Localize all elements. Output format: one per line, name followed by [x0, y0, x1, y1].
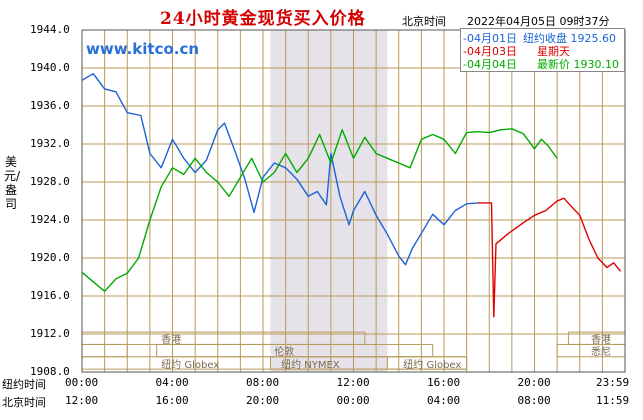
legend-date: -04月03日: [463, 45, 517, 58]
chart-title: 24小时黄金现货买入价格: [160, 9, 366, 29]
legend: -04月01日 纽约收盘 1925.60 -04月03日 星期天 -04月04日…: [460, 28, 625, 72]
x-tick-bj: 08:00: [517, 394, 551, 407]
nymex-session-shade: [270, 30, 388, 372]
y-tick-label: 1920.0: [30, 251, 70, 264]
legend-value: 纽约收盘 1925.60: [523, 32, 616, 45]
y-tick-label: 1928.0: [30, 175, 70, 188]
kitco-watermark: www.kitco.cn: [86, 40, 200, 58]
x-tick-ny: 12:00: [336, 376, 370, 389]
x-tick-bj: 12:00: [65, 394, 99, 407]
series-line-0: [81, 73, 478, 266]
market-label-ny-globex1: 纽约 Globex: [161, 359, 220, 371]
market-label-hongkong2: 香港: [591, 335, 612, 347]
market-label-sydney: 悉尼: [591, 347, 612, 359]
y-tick-label: 1912.0: [30, 327, 70, 340]
bj-time-row-label: 北京时间: [2, 396, 46, 409]
x-tick-bj: 20:00: [246, 394, 280, 407]
x-tick-bj: 00:00: [336, 394, 370, 407]
beijing-time-label: 北京时间: [402, 15, 446, 28]
legend-date: -04月01日: [463, 32, 517, 45]
x-tick-ny: 04:00: [155, 376, 189, 389]
legend-date: -04月04日: [463, 58, 517, 71]
ny-time-row-label: 纽约时间: [2, 378, 46, 391]
timestamp: 2022年04月05日 09时37分: [467, 15, 610, 28]
x-tick-bj: 16:00: [155, 394, 189, 407]
y-tick-label: 1924.0: [30, 213, 70, 226]
market-session-box: [386, 356, 468, 370]
y-tick-label: 1932.0: [30, 137, 70, 150]
market-label-london: 伦敦: [274, 347, 295, 359]
y-tick-label: 1936.0: [30, 99, 70, 112]
x-tick-ny: 23:59: [596, 376, 630, 389]
legend-value: 最新价 1930.10: [537, 58, 619, 71]
market-label-ny-nymex: 纽约 NYMEX: [281, 359, 340, 371]
market-label-ny-globex2: 纽约 Globex: [403, 359, 462, 371]
x-tick-bj: 04:00: [427, 394, 461, 407]
legend-value: 星期天: [537, 45, 570, 58]
y-tick-label: 1908.0: [30, 365, 70, 378]
y-tick-label: 1940.0: [30, 61, 70, 74]
y-axis-label: 美元/盎司: [4, 155, 21, 211]
x-tick-ny: 20:00: [517, 376, 551, 389]
x-tick-bj: 11:59: [596, 394, 630, 407]
x-tick-ny: 16:00: [427, 376, 461, 389]
series-line-2: [81, 128, 558, 292]
market-label-hongkong1: 香港: [161, 335, 182, 347]
y-tick-label: 1916.0: [30, 289, 70, 302]
x-tick-ny: 08:00: [246, 376, 280, 389]
plot-frame: [81, 29, 626, 373]
y-tick-label: 1944.0: [30, 23, 70, 36]
series-line-1: [477, 197, 622, 318]
x-tick-ny: 00:00: [65, 376, 99, 389]
